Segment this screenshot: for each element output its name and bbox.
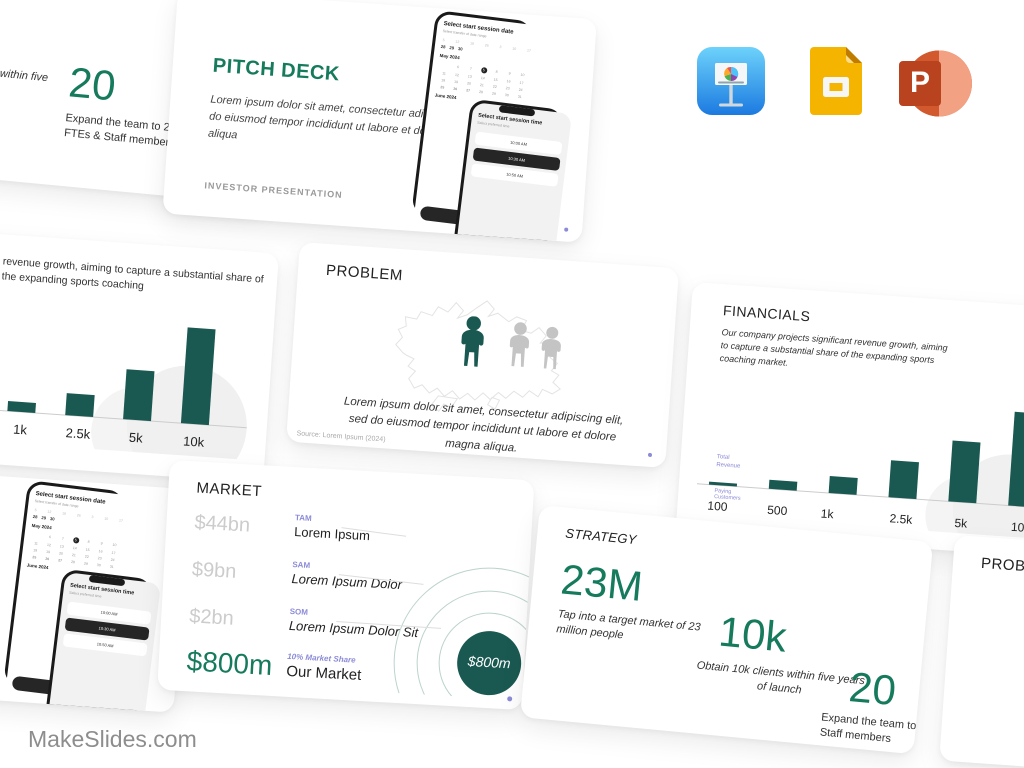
svg-text:$11,500,000: $11,500,000 <box>129 362 153 369</box>
svg-text:Revenue: Revenue <box>716 462 741 470</box>
svg-text:10k: 10k <box>1011 520 1024 535</box>
svg-text:$2,300,000: $2,300,000 <box>835 470 853 475</box>
svg-text:$23,000,000: $23,000,000 <box>1019 406 1024 411</box>
svg-text:1k: 1k <box>13 422 28 438</box>
svg-text:$11,500,000: $11,500,000 <box>957 435 977 440</box>
svg-text:$2,300,000: $2,300,000 <box>12 394 34 400</box>
svg-text:P: P <box>910 66 930 99</box>
svg-text:$23,000,000: $23,000,000 <box>190 321 214 328</box>
svg-text:1k: 1k <box>820 506 835 521</box>
svg-text:$5,750,000: $5,750,000 <box>70 386 92 392</box>
svg-text:5k: 5k <box>954 516 969 531</box>
svg-text:$800m: $800m <box>466 653 511 671</box>
svg-text:5k: 5k <box>128 430 143 446</box>
svg-text:10k: 10k <box>183 433 205 449</box>
svg-text:500: 500 <box>767 503 788 518</box>
svg-text:$5,750,000: $5,750,000 <box>896 455 914 460</box>
svg-text:$1,300,000: $1,300,000 <box>775 474 793 479</box>
svg-text:2.5k: 2.5k <box>889 511 914 527</box>
svg-text:100: 100 <box>707 499 728 514</box>
svg-text:Total: Total <box>717 454 730 461</box>
svg-text:2.5k: 2.5k <box>65 425 91 442</box>
